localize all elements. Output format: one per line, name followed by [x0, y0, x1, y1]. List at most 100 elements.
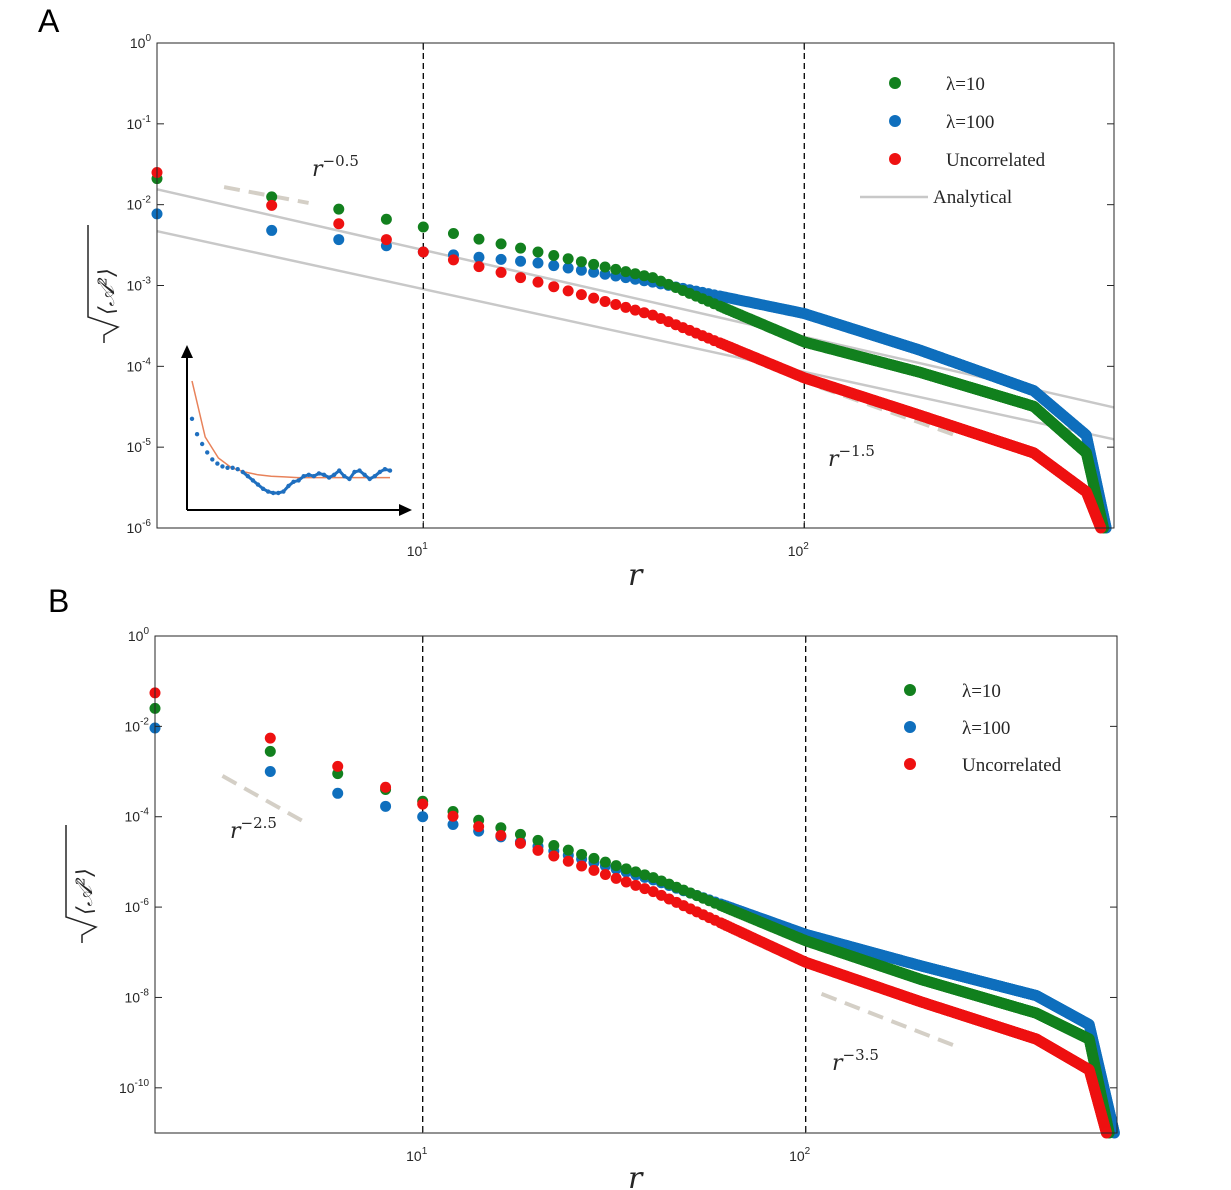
- panel-b-point: [548, 839, 560, 851]
- panel-b-ytick-label: 10-8: [125, 987, 150, 1005]
- inset-data-point: [194, 432, 200, 437]
- panel-a-point: [515, 255, 527, 267]
- panel-a-point: [548, 281, 560, 293]
- panel-a-xtick-label: 102: [788, 541, 810, 559]
- panel-b-point: [639, 883, 651, 895]
- panel-a-point: [620, 301, 632, 313]
- panel-b-legend: λ=10 λ=100 Uncorrelated: [904, 681, 1062, 776]
- panel-b-point: [447, 810, 459, 822]
- panel-b-point: [380, 800, 392, 812]
- panel-b-point: [630, 866, 642, 878]
- panel-a-point: [548, 249, 560, 261]
- panel-b-point: [495, 829, 507, 841]
- panel-a-point: [532, 276, 544, 288]
- panel-b-ytick-label: 10-6: [125, 897, 150, 915]
- panel-a-ytick-label: 10-1: [127, 114, 152, 132]
- panel-a-point: [266, 199, 278, 211]
- panel-a-point: [562, 285, 574, 297]
- panel-b-point: [576, 848, 588, 860]
- legend-b-label-uncorrelated: Uncorrelated: [962, 755, 1062, 776]
- panel-b-point: [514, 828, 526, 840]
- panel-a-ytick-label: 10-3: [127, 276, 152, 294]
- panel-b-point: [599, 856, 611, 868]
- panel-a-point: [562, 253, 574, 265]
- panel-b-point: [610, 860, 622, 872]
- panel-a-point: [417, 221, 429, 233]
- panel-a-point: [620, 266, 632, 278]
- panel-b-ytick-label: 10-2: [125, 716, 150, 734]
- panel-b-point: [562, 844, 574, 856]
- panel-a-ytick-label: 10-5: [127, 437, 152, 455]
- panel-b-point: [264, 732, 276, 744]
- panel-a-ytick-label: 100: [130, 33, 152, 51]
- panel-b-ytick-label: 10-4: [125, 807, 150, 825]
- legend-b-label-lambda100: λ=100: [962, 718, 1010, 739]
- panel-b-point: [599, 869, 611, 881]
- inset-y-arrow-icon: [181, 345, 193, 358]
- panel-b-point: [576, 860, 588, 872]
- legend-label-uncorrelated: Uncorrelated: [946, 150, 1046, 171]
- inset-x-arrow-icon: [399, 504, 412, 516]
- panel-b-slope-label-2: r−3.5: [832, 1046, 879, 1076]
- panel-a-xtick-label: 101: [407, 541, 429, 559]
- panel-b-xtick-label: 101: [406, 1146, 428, 1164]
- inset-data-point: [230, 465, 235, 470]
- panel-b-point: [548, 850, 560, 862]
- panel-a-points-lambda10: [151, 173, 1109, 534]
- panel-b-point: [332, 760, 344, 772]
- legend-label-analytical: Analytical: [933, 187, 1012, 208]
- panel-a-point: [532, 257, 544, 269]
- inset-data-point: [220, 464, 225, 469]
- panel-a-point: [638, 270, 650, 282]
- panel-a-point: [515, 272, 527, 284]
- panel-a-point: [610, 263, 622, 275]
- panel-a-slope-label-1: r−0.5: [312, 152, 359, 182]
- panel-b-axes-frame: [154, 635, 1118, 1134]
- panel-b-point: [380, 781, 392, 793]
- panel-a-slope-guide: [223, 185, 309, 205]
- inset-data-point: [210, 457, 215, 462]
- panel-a-analytical-line: [156, 188, 1115, 409]
- panel-a-ylabel: ⟨𝒜²⟩: [87, 225, 120, 343]
- panel-a-point: [575, 264, 587, 276]
- panel-a-point: [333, 203, 345, 215]
- legend-marker-lambda10: [889, 77, 901, 89]
- svg-text:⟨𝒜²⟩: ⟨𝒜²⟩: [73, 868, 98, 915]
- panel-a-point: [266, 191, 278, 203]
- panel-a-series: [151, 43, 1115, 534]
- inset-plot: [181, 345, 412, 516]
- panel-b-slope-guide: [221, 774, 309, 826]
- inset-fit-curve: [191, 380, 390, 479]
- panel-b-point: [514, 837, 526, 849]
- panel-a-point: [333, 218, 345, 230]
- panel-b-ylabel: ⟨𝒜²⟩: [65, 825, 98, 943]
- legend-b-marker-lambda100: [904, 721, 916, 733]
- panel-a-point: [575, 289, 587, 301]
- panel-a-point: [515, 242, 527, 254]
- inset-data-point: [205, 450, 210, 455]
- panel-b-point: [417, 798, 429, 810]
- panel-b-slope-label-1: r−2.5: [230, 814, 277, 844]
- panel-a-point: [532, 246, 544, 258]
- inset-data-curve: [241, 467, 391, 495]
- panel-a-point: [629, 304, 641, 316]
- panel-a-point: [473, 251, 485, 263]
- panel-b-point: [620, 876, 632, 888]
- panel-b-ytick-label: 100: [128, 626, 150, 644]
- panel-b-xtick-label: 102: [789, 1146, 811, 1164]
- legend-b-marker-lambda10: [904, 684, 916, 696]
- panel-b-point: [610, 872, 622, 884]
- panel-a-point: [447, 254, 459, 266]
- panel-a-point: [588, 258, 600, 270]
- panel-a-slope-label-2: r−1.5: [828, 442, 875, 472]
- panel-b-point: [630, 879, 642, 891]
- panel-b-points-lambda100: [149, 722, 1120, 1139]
- panel-b-point: [264, 766, 276, 778]
- panel-a-point: [588, 292, 600, 304]
- panel-b-point: [417, 811, 429, 823]
- panel-b-ytick-label: 10-10: [119, 1078, 149, 1096]
- legend-b-marker-uncorrelated: [904, 758, 916, 770]
- panel-a-point: [380, 234, 392, 246]
- panel-b-letter: B: [48, 583, 69, 619]
